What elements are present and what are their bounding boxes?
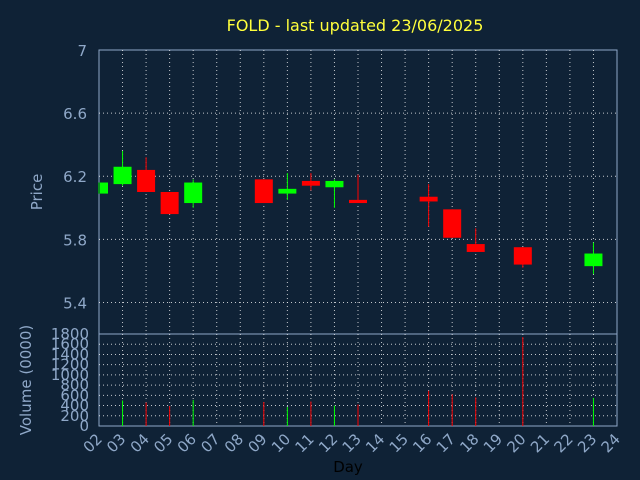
price-panel: 5.4 5.8 6.2 6.6 7 bbox=[63, 42, 618, 335]
chart-title: FOLD - last updated 23/06/2025 bbox=[227, 16, 484, 35]
volume-tick-label: 200 bbox=[60, 407, 89, 425]
candle bbox=[98, 182, 108, 194]
candle bbox=[184, 179, 203, 208]
candle bbox=[349, 174, 367, 204]
candle bbox=[584, 242, 603, 275]
candle-body bbox=[584, 253, 603, 267]
candle bbox=[301, 173, 320, 191]
price-axis-label: Price bbox=[28, 174, 46, 211]
volume-tick-label: 800 bbox=[60, 376, 89, 394]
candle-body bbox=[160, 192, 179, 215]
volume-axis-label: Volume (0000) bbox=[17, 325, 35, 435]
candle bbox=[137, 157, 156, 192]
candle bbox=[113, 150, 132, 186]
x-axis-label: Day bbox=[333, 458, 363, 476]
candle-body bbox=[325, 180, 344, 188]
candle bbox=[325, 179, 344, 208]
candle-body bbox=[100, 182, 108, 194]
volume-tick-label: 1200 bbox=[51, 356, 89, 374]
candle-body bbox=[254, 179, 273, 204]
volume-tick-label: 600 bbox=[60, 386, 89, 404]
candle-body bbox=[301, 180, 320, 186]
candle bbox=[160, 192, 179, 215]
price-tick-label: 6.6 bbox=[63, 105, 87, 123]
candle-body bbox=[349, 199, 367, 204]
price-tick-label: 6.2 bbox=[63, 168, 87, 186]
price-tick-label: 5.8 bbox=[63, 231, 87, 249]
volume-tick-label: 0 bbox=[79, 417, 89, 435]
candle bbox=[443, 209, 462, 238]
volume-tick-label: 400 bbox=[60, 397, 89, 415]
price-tick-label: 5.4 bbox=[63, 294, 87, 312]
candle-body bbox=[513, 247, 532, 265]
candle-body bbox=[443, 209, 462, 238]
candle-body bbox=[419, 196, 438, 202]
candle bbox=[513, 247, 532, 268]
price-tick-label: 7 bbox=[77, 42, 87, 60]
candle bbox=[278, 173, 297, 200]
volume-tick-label: 1800 bbox=[51, 325, 89, 343]
x-axis: 0203040506070809101112131415161718192021… bbox=[80, 430, 624, 456]
candle-body bbox=[137, 169, 156, 192]
candle-body bbox=[466, 244, 485, 252]
volume-tick-label: 1000 bbox=[51, 366, 89, 384]
candle-body bbox=[184, 182, 203, 204]
candle bbox=[254, 179, 273, 204]
candle-body bbox=[113, 166, 132, 185]
volume-tick-label: 1600 bbox=[51, 335, 89, 353]
candle bbox=[419, 184, 438, 227]
candle-body bbox=[278, 188, 297, 194]
candle bbox=[466, 228, 485, 252]
volume-tick-label: 1400 bbox=[51, 345, 89, 363]
